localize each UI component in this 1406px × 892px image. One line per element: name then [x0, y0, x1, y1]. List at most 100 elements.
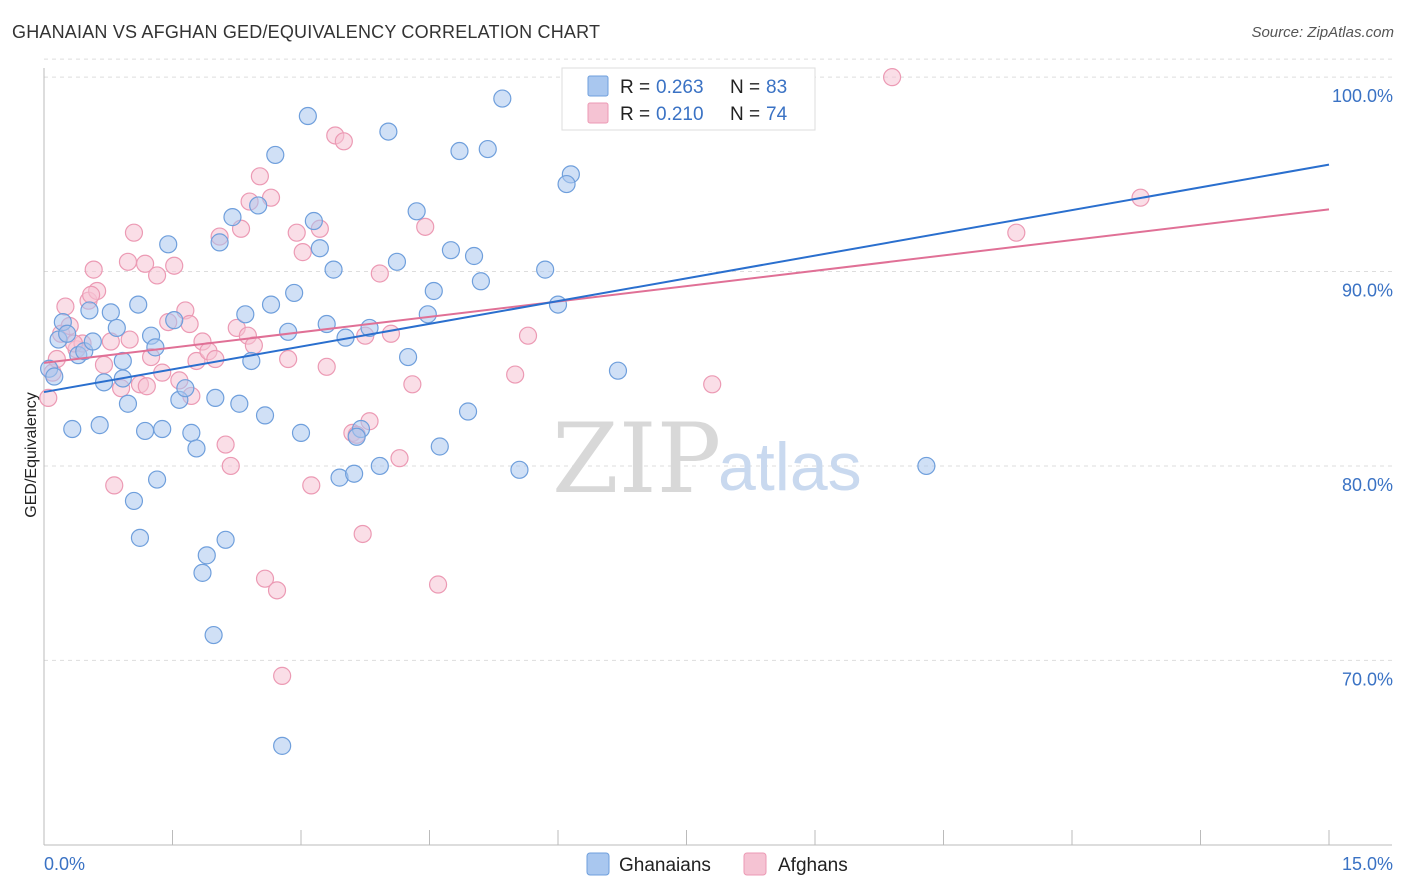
data-point-afghans[interactable]: [250, 167, 269, 186]
data-point-ghanaians[interactable]: [129, 295, 148, 314]
data-point-ghanaians[interactable]: [536, 260, 555, 279]
data-point-afghans[interactable]: [279, 349, 298, 369]
data-point-afghans[interactable]: [381, 324, 401, 343]
data-point-ghanaians[interactable]: [608, 361, 628, 380]
data-point-afghans[interactable]: [390, 449, 409, 468]
data-point-ghanaians[interactable]: [424, 281, 443, 301]
data-point-ghanaians[interactable]: [458, 402, 478, 421]
data-point-afghans[interactable]: [302, 476, 321, 495]
data-point-ghanaians[interactable]: [107, 318, 126, 338]
data-point-ghanaians[interactable]: [197, 546, 216, 565]
data-point-ghanaians[interactable]: [493, 89, 512, 108]
data-point-ghanaians[interactable]: [101, 303, 120, 322]
data-point-ghanaians[interactable]: [165, 311, 184, 330]
data-point-ghanaians[interactable]: [310, 239, 329, 258]
data-point-ghanaians[interactable]: [261, 295, 281, 314]
data-point-ghanaians[interactable]: [153, 419, 172, 439]
data-point-ghanaians[interactable]: [291, 423, 311, 442]
data-point-ghanaians[interactable]: [210, 233, 229, 252]
data-point-afghans[interactable]: [317, 357, 336, 376]
data-point-ghanaians[interactable]: [548, 295, 568, 314]
data-point-ghanaians[interactable]: [147, 470, 167, 489]
data-point-ghanaians[interactable]: [418, 305, 437, 324]
data-point-afghans[interactable]: [216, 435, 235, 454]
data-point-ghanaians[interactable]: [279, 322, 298, 341]
data-point-afghans[interactable]: [273, 666, 292, 685]
data-point-ghanaians[interactable]: [230, 394, 249, 413]
data-point-ghanaians[interactable]: [471, 272, 490, 291]
data-point-afghans[interactable]: [370, 264, 389, 283]
data-point-afghans[interactable]: [84, 260, 103, 279]
data-point-ghanaians[interactable]: [113, 351, 132, 371]
data-point-ghanaians[interactable]: [135, 421, 155, 441]
data-point-ghanaians[interactable]: [118, 394, 138, 413]
data-point-ghanaians[interactable]: [273, 736, 292, 755]
data-point-afghans[interactable]: [255, 569, 275, 588]
data-point-ghanaians[interactable]: [176, 379, 195, 398]
data-point-ghanaians[interactable]: [441, 241, 461, 260]
data-point-ghanaians[interactable]: [917, 456, 936, 476]
data-point-afghans[interactable]: [165, 256, 184, 275]
data-point-afghans[interactable]: [135, 254, 155, 273]
data-point-ghanaians[interactable]: [187, 439, 206, 458]
data-point-ghanaians[interactable]: [80, 301, 99, 320]
bottom-legend-label-afghans[interactable]: Afghans: [778, 855, 848, 876]
data-point-ghanaians[interactable]: [478, 139, 497, 159]
data-point-afghans[interactable]: [267, 581, 287, 600]
data-point-afghans[interactable]: [124, 223, 144, 242]
data-point-ghanaians[interactable]: [193, 563, 212, 582]
data-point-afghans[interactable]: [518, 326, 538, 345]
data-point-ghanaians[interactable]: [430, 437, 449, 456]
data-point-ghanaians[interactable]: [58, 324, 77, 343]
data-point-afghans[interactable]: [221, 456, 240, 476]
data-point-afghans[interactable]: [428, 575, 448, 594]
data-point-afghans[interactable]: [137, 377, 156, 396]
data-point-afghans[interactable]: [147, 266, 167, 285]
data-point-ghanaians[interactable]: [182, 423, 201, 442]
data-point-ghanaians[interactable]: [45, 367, 64, 386]
data-point-ghanaians[interactable]: [216, 530, 235, 549]
data-point-ghanaians[interactable]: [146, 338, 165, 357]
bottom-legend-label-ghanaians[interactable]: Ghanaians: [619, 855, 711, 876]
data-point-afghans[interactable]: [56, 297, 75, 316]
data-point-afghans[interactable]: [105, 476, 124, 495]
data-point-ghanaians[interactable]: [379, 122, 398, 141]
data-point-ghanaians[interactable]: [249, 196, 268, 215]
data-point-ghanaians[interactable]: [236, 305, 255, 324]
data-point-ghanaians[interactable]: [223, 208, 242, 227]
data-point-afghans[interactable]: [293, 243, 312, 262]
data-point-ghanaians[interactable]: [370, 456, 389, 476]
data-point-afghans[interactable]: [180, 314, 199, 334]
data-point-afghans[interactable]: [882, 68, 902, 87]
data-point-afghans[interactable]: [1007, 223, 1026, 242]
bottom-legend-swatch-afghans[interactable]: [743, 852, 767, 876]
data-point-afghans[interactable]: [506, 365, 525, 384]
data-point-ghanaians[interactable]: [204, 625, 223, 645]
bottom-legend-swatch-ghanaians[interactable]: [586, 852, 610, 876]
data-point-ghanaians[interactable]: [450, 141, 469, 161]
data-point-ghanaians[interactable]: [124, 491, 144, 511]
data-point-afghans[interactable]: [118, 252, 138, 271]
data-point-ghanaians[interactable]: [510, 460, 529, 479]
data-point-ghanaians[interactable]: [159, 235, 178, 254]
data-point-ghanaians[interactable]: [345, 464, 364, 483]
data-point-ghanaians[interactable]: [464, 246, 484, 266]
data-point-ghanaians[interactable]: [398, 347, 418, 367]
data-point-afghans[interactable]: [206, 349, 225, 369]
data-point-ghanaians[interactable]: [557, 174, 576, 194]
data-point-ghanaians[interactable]: [387, 252, 407, 271]
data-point-ghanaians[interactable]: [90, 416, 109, 435]
data-point-ghanaians[interactable]: [255, 406, 275, 425]
data-point-afghans[interactable]: [334, 132, 353, 151]
data-point-afghans[interactable]: [353, 524, 372, 544]
data-point-ghanaians[interactable]: [130, 528, 150, 547]
data-point-ghanaians[interactable]: [304, 211, 323, 231]
data-point-afghans[interactable]: [403, 375, 422, 394]
data-point-afghans[interactable]: [39, 388, 58, 408]
data-point-afghans[interactable]: [94, 355, 114, 374]
data-point-ghanaians[interactable]: [266, 145, 285, 165]
data-point-ghanaians[interactable]: [298, 106, 317, 126]
data-point-ghanaians[interactable]: [407, 202, 426, 221]
data-point-ghanaians[interactable]: [206, 388, 225, 408]
data-point-afghans[interactable]: [703, 375, 722, 394]
